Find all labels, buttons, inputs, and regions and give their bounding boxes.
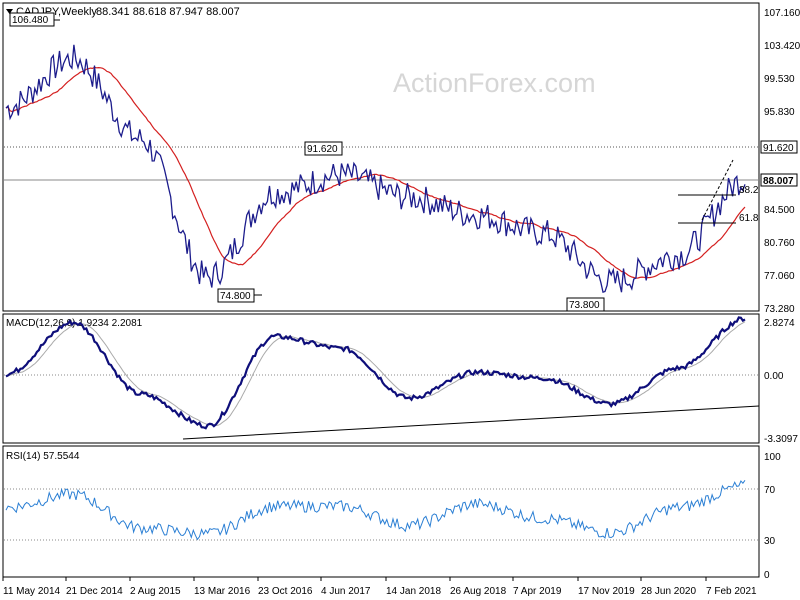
trend-dashed-line — [701, 159, 734, 221]
price-panel-frame — [2, 2, 760, 312]
macd-y-label: -3.3097 — [764, 434, 798, 445]
x-axis-label: 2 Aug 2015 — [130, 586, 181, 597]
price-y-label: 103.420 — [764, 41, 800, 52]
fib-618-label: 61.8 — [739, 213, 759, 224]
x-axis-label: 28 Jun 2020 — [641, 586, 696, 597]
watermark: ActionForex.com — [393, 68, 596, 98]
price-y-label: 99.530 — [764, 74, 795, 85]
level-price-tag-label: 91.620 — [763, 143, 794, 154]
macd-y-label: 0.00 — [764, 371, 784, 382]
x-axis-label: 11 May 2014 — [3, 586, 61, 597]
rsi-y-label: 0 — [764, 570, 770, 581]
x-axis-label: 7 Apr 2019 — [513, 586, 562, 597]
price-y-label: 77.060 — [764, 271, 795, 282]
x-axis-label: 4 Jun 2017 — [321, 586, 371, 597]
rsi-y-label: 70 — [764, 485, 776, 496]
low2-annotation: 73.800 — [569, 300, 600, 311]
rsi-panel-frame — [2, 445, 760, 578]
high-annotation: 106.480 — [12, 15, 49, 26]
macd-y-label: 2.8274 — [764, 318, 795, 329]
macd-line — [5, 316, 746, 430]
price-y-label: 73.280 — [764, 304, 795, 315]
ohlc-label: 88.341 88.618 87.947 88.007 — [96, 6, 240, 18]
level-price-tag — [760, 140, 798, 154]
rsi-y-label: 30 — [764, 536, 776, 547]
price-bars-line — [5, 44, 746, 294]
symbol-dropdown-icon[interactable] — [6, 9, 13, 14]
x-axis-label: 13 Mar 2016 — [194, 586, 251, 597]
rsi-line — [5, 480, 746, 541]
rsi-title: RSI(14) 57.5544 — [6, 451, 80, 462]
x-axis-label: 26 Aug 2018 — [450, 586, 507, 597]
x-axis-label: 23 Oct 2016 — [258, 586, 313, 597]
rsi-y-label: 100 — [764, 452, 781, 463]
level-annotation: 91.620 — [307, 144, 338, 155]
price-y-label: 80.760 — [764, 238, 795, 249]
current-price-tag — [760, 173, 798, 187]
macd-signal-line — [5, 321, 746, 426]
low2-annotation-box — [566, 297, 605, 312]
x-axis-label: 7 Feb 2021 — [706, 586, 757, 597]
low1-annotation: 74.800 — [220, 291, 251, 302]
fib-382-label: 38.2 — [739, 185, 759, 196]
x-axis-label: 21 Dec 2014 — [66, 586, 123, 597]
macd-support-trendline — [182, 405, 760, 440]
current-price-tag-label: 88.007 — [763, 176, 794, 187]
level-annotation-box — [304, 141, 343, 156]
x-axis-label: 17 Nov 2019 — [578, 586, 635, 597]
macd-panel-frame — [2, 313, 760, 444]
price-y-label: 107.160 — [764, 8, 800, 19]
x-axis-label: 14 Jan 2018 — [386, 586, 441, 597]
price-y-label: 84.500 — [764, 205, 795, 216]
price-y-label: 95.830 — [764, 107, 795, 118]
moving-average-line — [5, 66, 746, 279]
